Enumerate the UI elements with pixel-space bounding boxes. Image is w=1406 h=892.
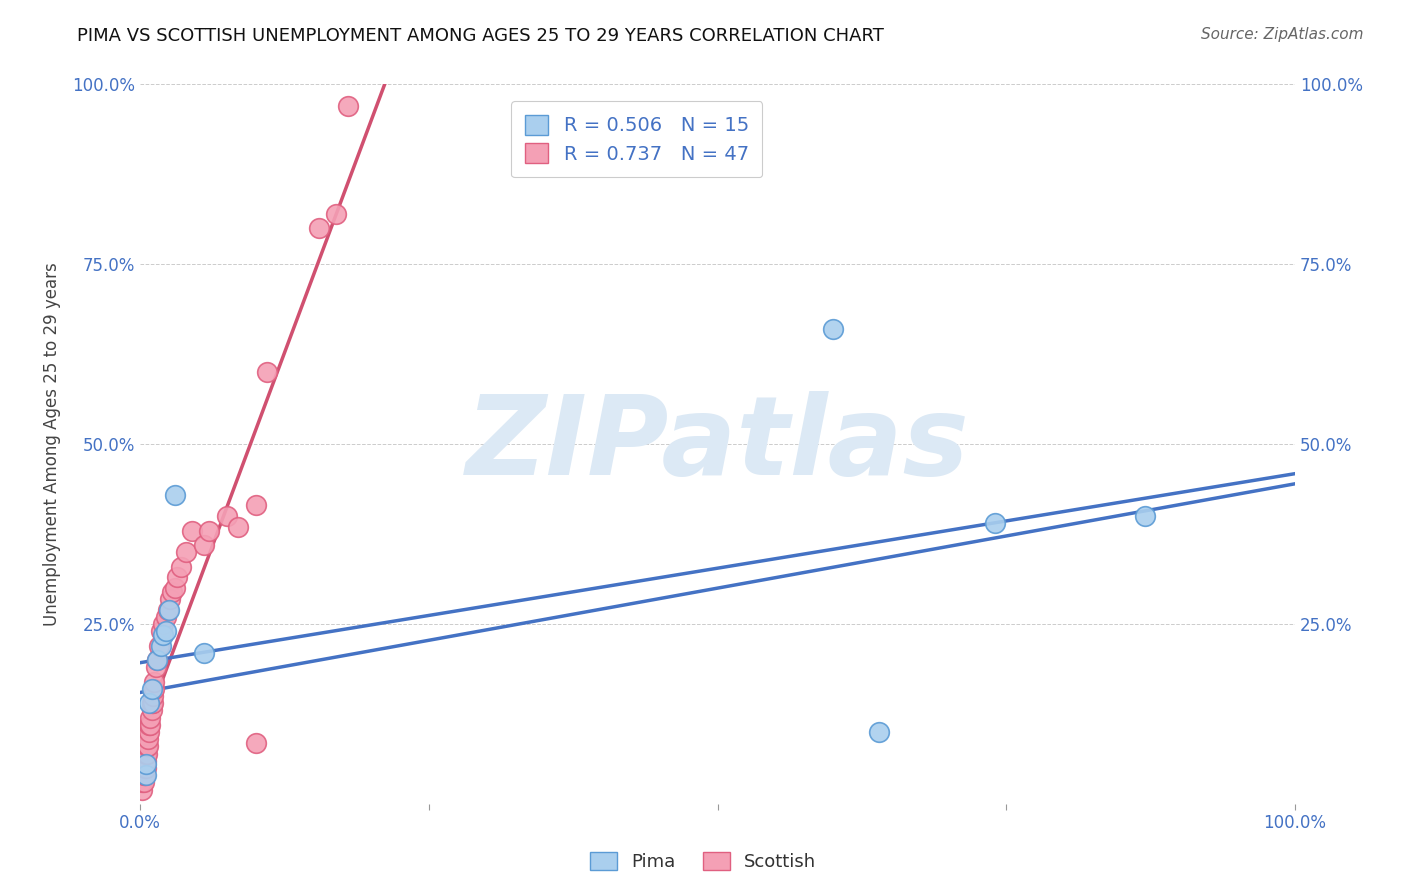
Point: [149, 639, 172, 653]
Point: [148, 639, 170, 653]
Point: [138, 696, 160, 710]
Point: [135, 754, 157, 768]
Point: [142, 681, 165, 696]
Point: [138, 718, 160, 732]
Point: [821, 322, 844, 336]
Point: [159, 591, 181, 606]
Point: [134, 768, 156, 782]
Point: [155, 624, 177, 639]
Legend: R = 0.506   N = 15, R = 0.737   N = 47: R = 0.506 N = 15, R = 0.737 N = 47: [510, 102, 762, 178]
Point: [134, 761, 156, 775]
Point: [146, 653, 169, 667]
Point: [336, 99, 359, 113]
Point: [132, 768, 155, 782]
Point: [141, 703, 163, 717]
Point: [193, 646, 215, 660]
Point: [135, 747, 157, 761]
Point: [245, 736, 267, 750]
Point: [155, 610, 177, 624]
Point: [156, 603, 179, 617]
Point: [157, 603, 180, 617]
Point: [132, 775, 155, 789]
Point: [169, 559, 191, 574]
Point: [142, 696, 165, 710]
Point: [136, 739, 159, 754]
Point: [141, 681, 163, 696]
Point: [162, 584, 184, 599]
Point: [146, 653, 169, 667]
Y-axis label: Unemployment Among Ages 25 to 29 years: Unemployment Among Ages 25 to 29 years: [44, 262, 60, 626]
Point: [868, 725, 890, 739]
Point: [136, 747, 159, 761]
Point: [138, 725, 160, 739]
Point: [983, 516, 1005, 531]
Point: [131, 775, 153, 789]
Point: [135, 761, 157, 775]
Point: [163, 581, 186, 595]
Legend: Pima, Scottish: Pima, Scottish: [582, 846, 824, 879]
Point: [152, 628, 174, 642]
Point: [136, 739, 159, 754]
Point: [139, 718, 162, 732]
Point: [145, 660, 167, 674]
Point: [215, 509, 238, 524]
Point: [142, 674, 165, 689]
Point: [198, 524, 221, 538]
Text: ZIPatlas: ZIPatlas: [465, 391, 969, 498]
Point: [193, 538, 215, 552]
Point: [226, 520, 249, 534]
Point: [325, 207, 347, 221]
Text: Source: ZipAtlas.com: Source: ZipAtlas.com: [1201, 27, 1364, 42]
Point: [174, 545, 197, 559]
Point: [1133, 509, 1156, 524]
Point: [256, 365, 278, 379]
Point: [149, 624, 172, 639]
Point: [142, 689, 165, 703]
Point: [141, 696, 163, 710]
Point: [181, 524, 204, 538]
Point: [135, 757, 157, 772]
Point: [139, 711, 162, 725]
Point: [152, 617, 174, 632]
Text: PIMA VS SCOTTISH UNEMPLOYMENT AMONG AGES 25 TO 29 YEARS CORRELATION CHART: PIMA VS SCOTTISH UNEMPLOYMENT AMONG AGES…: [77, 27, 884, 45]
Point: [131, 782, 153, 797]
Point: [308, 221, 330, 235]
Point: [245, 499, 267, 513]
Point: [136, 732, 159, 747]
Point: [166, 570, 188, 584]
Point: [163, 487, 186, 501]
Point: [135, 768, 157, 782]
